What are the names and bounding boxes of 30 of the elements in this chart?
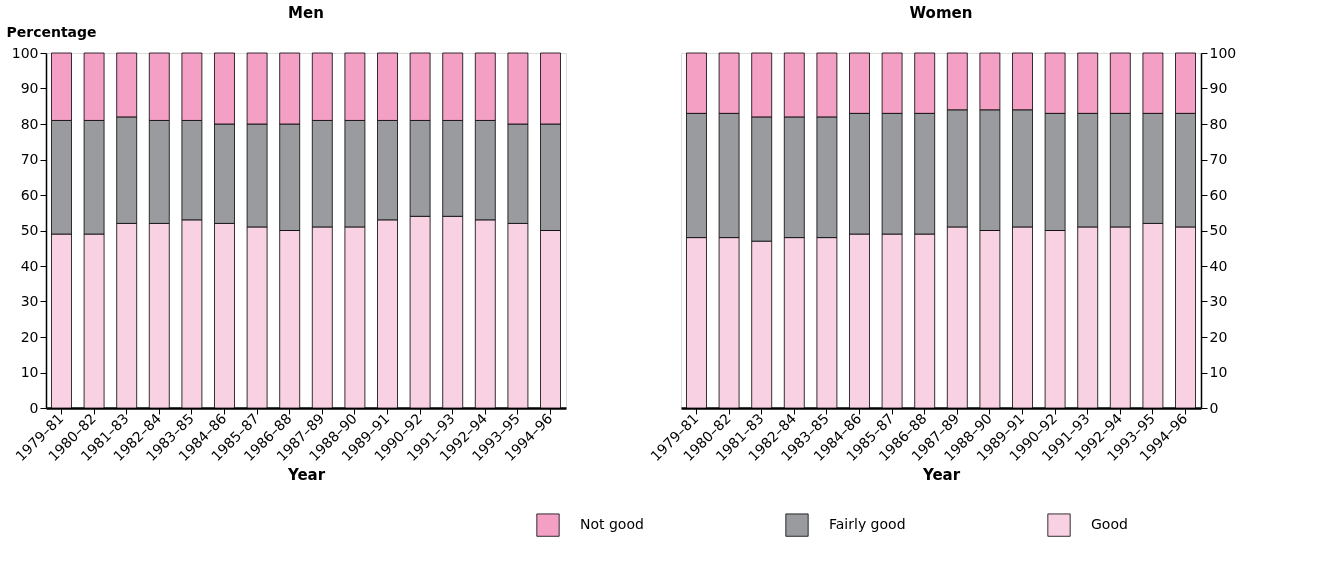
legend-label: Not good	[580, 516, 644, 533]
y-tick-label: 0	[1209, 399, 1219, 416]
y-tick-label: 80	[20, 115, 39, 132]
x-axis-title: Year	[921, 466, 961, 485]
y-tick-label: 40	[1209, 257, 1228, 274]
y-tick-label: 10	[20, 364, 39, 380]
y-axis-title: Percentage	[6, 23, 97, 40]
y-tick-label: 100	[11, 44, 39, 61]
y-tick-label: 50	[20, 222, 39, 238]
chart-title: Women	[909, 4, 973, 22]
chart-title: Men	[288, 4, 324, 22]
y-tick-label: 10	[1209, 364, 1228, 380]
legend-label: Good	[1091, 516, 1128, 533]
y-tick-label: 20	[20, 328, 39, 345]
y-tick-label: 90	[20, 80, 39, 96]
y-tick-label: 60	[1209, 186, 1228, 203]
y-tick-label: 70	[1209, 151, 1228, 167]
y-tick-label: 60	[20, 186, 39, 203]
y-tick-label: 70	[20, 151, 39, 167]
y-tick-label: 80	[1209, 115, 1228, 132]
y-tick-label: 20	[1209, 328, 1228, 345]
legend-label: Fairly good	[829, 516, 906, 533]
x-axis-title: Year	[286, 466, 326, 485]
y-tick-label: 0	[29, 399, 39, 416]
y-tick-label: 30	[20, 293, 39, 309]
y-tick-label: 50	[1209, 222, 1228, 238]
y-tick-label: 100	[1209, 44, 1237, 61]
y-tick-label: 40	[20, 257, 39, 274]
y-tick-label: 30	[1209, 293, 1228, 309]
y-tick-label: 90	[1209, 80, 1228, 96]
